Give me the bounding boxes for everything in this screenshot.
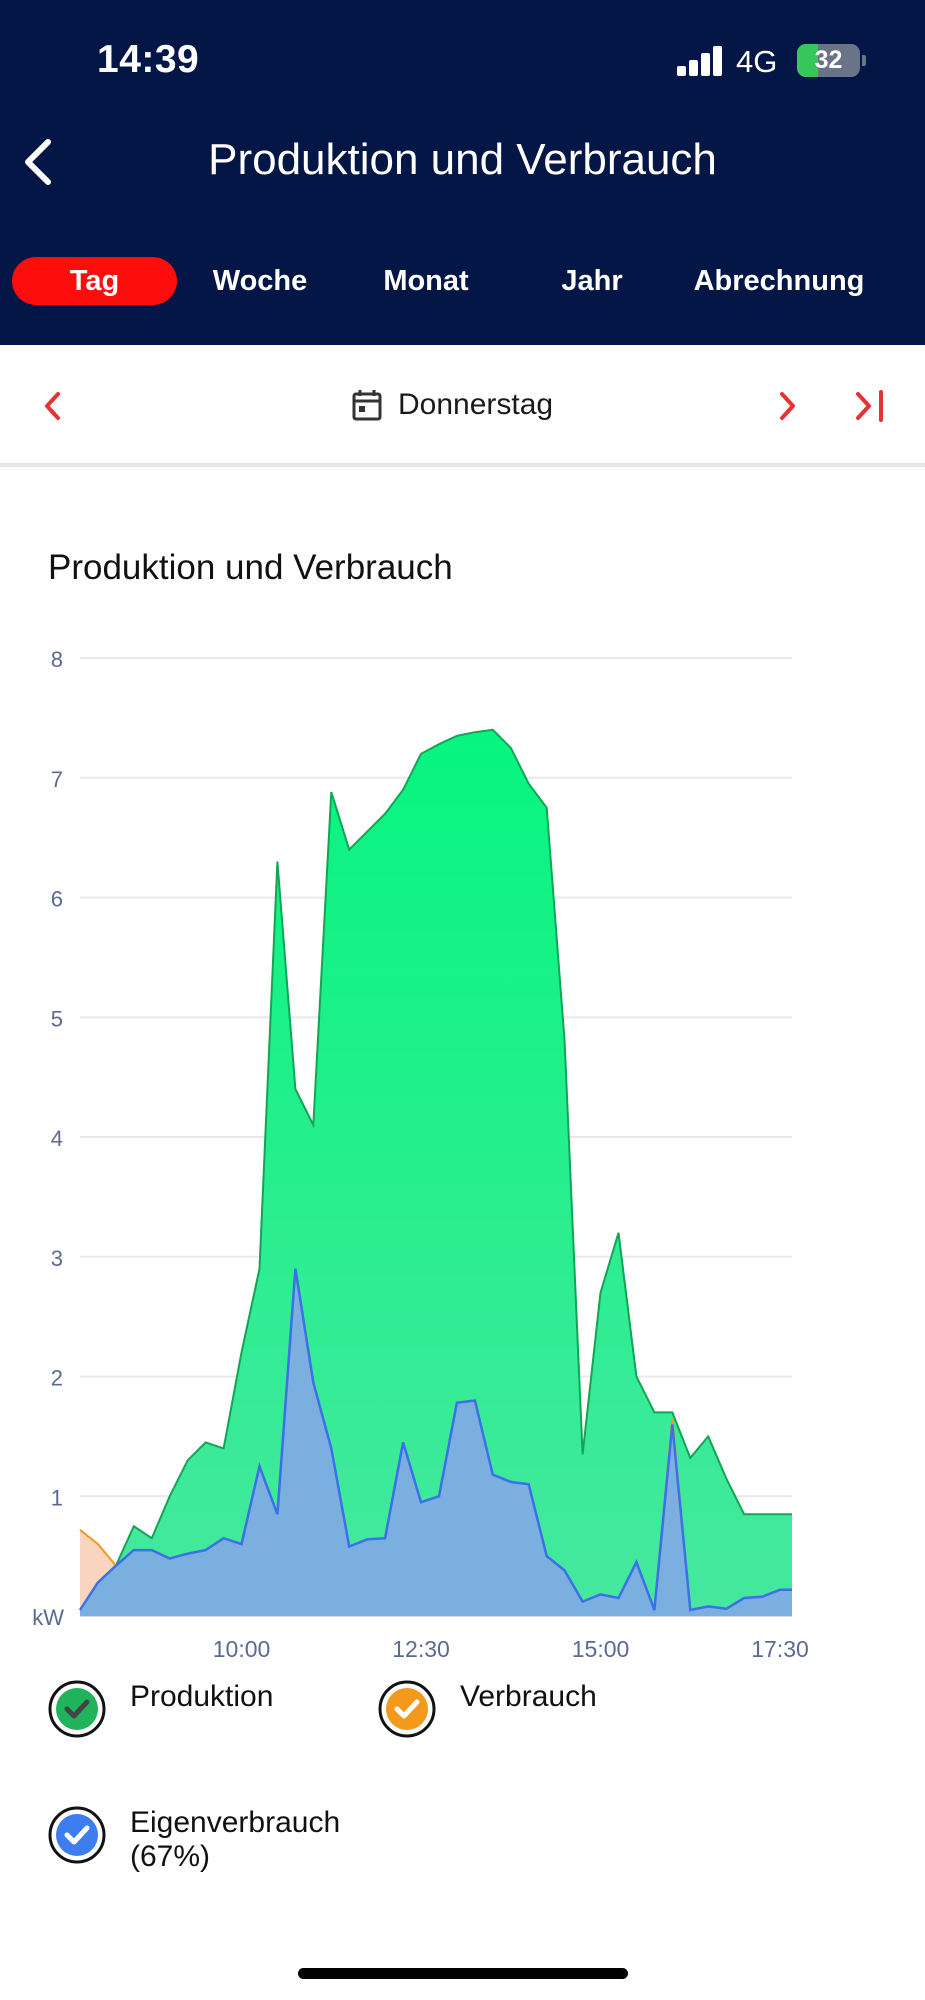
next-day-button[interactable]: [766, 383, 806, 429]
legend-verbrauch[interactable]: Verbrauch: [378, 1680, 597, 1738]
selected-date[interactable]: Donnerstag: [398, 388, 554, 421]
chevron-right-icon: [780, 392, 795, 420]
legend-label: Verbrauch: [460, 1680, 597, 1713]
previous-day-button[interactable]: [34, 383, 74, 429]
x-tick-label: 10:00: [213, 1636, 271, 1662]
check-circle-icon: [378, 1680, 436, 1738]
tab-tag[interactable]: Tag: [12, 257, 177, 305]
y-tick-label: 2: [51, 1366, 63, 1391]
page-title: Produktion und Verbrauch: [208, 135, 717, 184]
tab-woche[interactable]: Woche: [212, 265, 308, 297]
y-tick-label: 1: [51, 1485, 63, 1510]
chevron-left-icon: [45, 392, 60, 420]
y-tick-label: 6: [51, 887, 63, 912]
x-tick-label: 17:30: [751, 1636, 809, 1662]
back-button[interactable]: [14, 132, 64, 192]
legend-label: Eigenverbrauch (67%): [130, 1806, 341, 1873]
legend-label: Produktion: [130, 1680, 274, 1713]
battery-icon: 32: [797, 44, 860, 77]
home-indicator: [298, 1968, 628, 1979]
tab-monat[interactable]: Monat: [383, 265, 469, 297]
y-tick-label: 8: [51, 647, 63, 672]
network-type: 4G: [736, 44, 778, 79]
legend-produktion[interactable]: Produktion: [48, 1680, 273, 1738]
calendar-icon: [352, 389, 382, 421]
y-tick-label: 7: [51, 767, 63, 792]
period-tabs: Tag Woche Monat Jahr Abrechnung: [0, 257, 925, 307]
production-consumption-chart: 8 7 6 5 4 3 2 1 kW 10:00 12:30 15:00 17:30: [32, 647, 809, 1662]
chart-title: Produktion und Verbrauch: [48, 548, 453, 587]
area-eigenverbrauch: [80, 1268, 792, 1616]
app-header: 14:39 4G 32 Produktion und Verbrauch Tag…: [0, 0, 925, 345]
y-tick-label: 4: [51, 1126, 63, 1151]
battery-cap: [862, 55, 866, 66]
y-tick-label: 3: [51, 1246, 63, 1271]
signal-strength-icon: [677, 46, 722, 76]
battery-level: 32: [814, 46, 843, 74]
line-eigenverbrauch: [78, 1268, 792, 1612]
legend-eigenverbrauch[interactable]: Eigenverbrauch (67%): [48, 1806, 340, 1874]
check-circle-icon: [48, 1680, 106, 1738]
y-tick-label: 5: [51, 1006, 63, 1031]
area-produktion: [80, 729, 792, 1616]
tab-abrechnung[interactable]: Abrechnung: [693, 265, 865, 297]
skip-to-end-icon: [856, 390, 883, 422]
x-tick-label: 12:30: [392, 1636, 450, 1662]
y-tick-label: kW: [32, 1605, 64, 1630]
date-navigation: Donnerstag: [0, 345, 925, 467]
line-produktion: [79, 728, 792, 1611]
check-circle-icon: [48, 1806, 106, 1864]
status-time: 14:39: [97, 38, 200, 81]
jump-to-today-button[interactable]: [852, 383, 892, 429]
tab-jahr[interactable]: Jahr: [561, 265, 623, 297]
x-tick-label: 15:00: [572, 1636, 630, 1662]
chevron-left-icon: [25, 139, 51, 185]
